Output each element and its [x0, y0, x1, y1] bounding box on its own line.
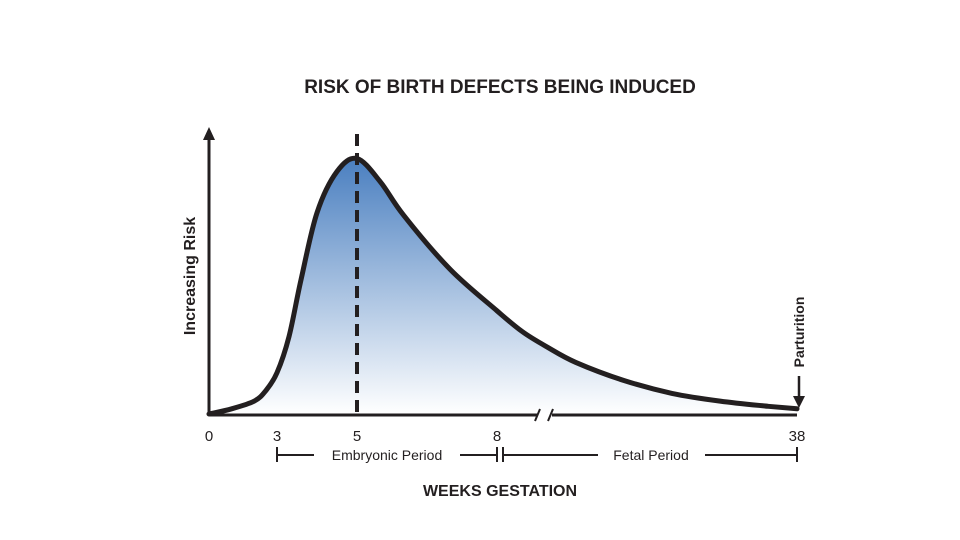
- embryonic-period-bracket: [276, 447, 498, 462]
- parturition-arrow-icon: [793, 396, 805, 408]
- fetal-period-label: Fetal Period: [613, 447, 688, 463]
- chart-title: RISK OF BIRTH DEFECTS BEING INDUCED: [304, 77, 696, 98]
- x-tick-labels: 0 3 5 8 38: [205, 428, 806, 445]
- x-axis-label: WEEKS GESTATION: [423, 483, 577, 500]
- x-tick-label-5: 5: [353, 428, 361, 445]
- x-tick-label-3: 3: [273, 428, 281, 445]
- x-tick-label-8: 8: [493, 428, 501, 445]
- parturition-label: Parturition: [791, 297, 807, 368]
- fetal-period-bracket: [502, 447, 798, 462]
- y-axis-arrow-icon: [203, 127, 215, 140]
- embryonic-period-label: Embryonic Period: [332, 447, 443, 463]
- axis-break-mark-2: [547, 408, 554, 422]
- axis-break-mark-1: [534, 408, 541, 422]
- x-tick-label-38: 38: [789, 428, 806, 445]
- risk-curve: [206, 155, 800, 417]
- y-axis-label: Increasing Risk: [182, 217, 199, 335]
- x-tick-label-0: 0: [205, 428, 213, 445]
